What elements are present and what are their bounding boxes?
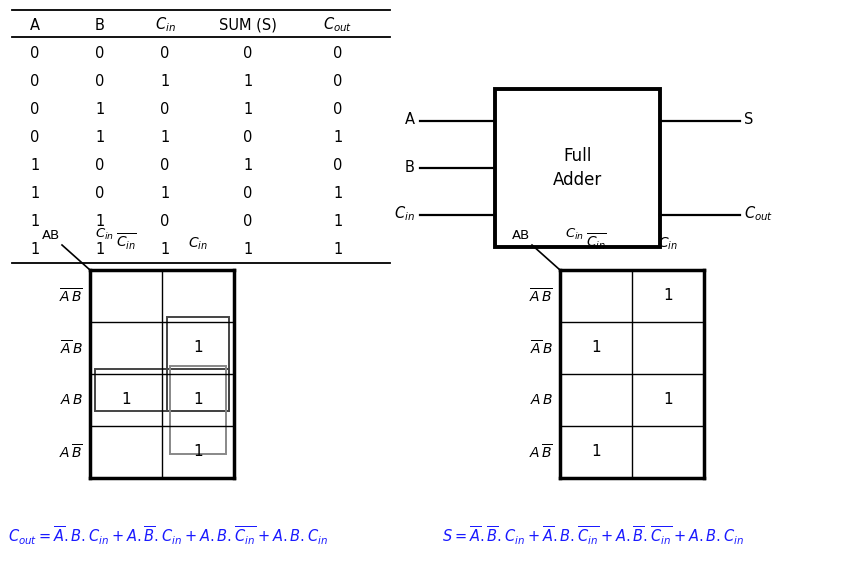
Text: $A\,B$: $A\,B$ — [59, 393, 83, 407]
Text: 1: 1 — [160, 129, 170, 145]
Text: $C_{in}$: $C_{in}$ — [657, 236, 677, 252]
Text: $\overline{A}\,\overline{B}$: $\overline{A}\,\overline{B}$ — [59, 287, 83, 305]
Text: $C_{in}$: $C_{in}$ — [154, 16, 176, 34]
Text: $\overline{A}\,B$: $\overline{A}\,B$ — [59, 339, 83, 357]
Text: 0: 0 — [96, 158, 104, 172]
Text: 0: 0 — [243, 214, 252, 228]
Text: $\overline{C_{in}}$: $\overline{C_{in}}$ — [115, 231, 136, 252]
Text: SUM (S): SUM (S) — [219, 18, 276, 33]
Text: 0: 0 — [160, 158, 170, 172]
Text: 1: 1 — [243, 158, 252, 172]
Bar — [167, 317, 229, 411]
Text: 1: 1 — [160, 185, 170, 201]
Text: $C_{out}$: $C_{out}$ — [743, 205, 772, 223]
Text: 1: 1 — [160, 241, 170, 257]
Text: 1: 1 — [333, 129, 342, 145]
Text: 0: 0 — [160, 46, 170, 60]
Text: 1: 1 — [333, 241, 342, 257]
Text: 1: 1 — [333, 214, 342, 228]
Text: $S = \overline{A}.\overline{B}.C_{in} + \overline{A}.B.\overline{C_{in}} + A.\ov: $S = \overline{A}.\overline{B}.C_{in} + … — [442, 524, 743, 547]
Text: 1: 1 — [193, 445, 202, 459]
Text: $C_{out}$: $C_{out}$ — [323, 16, 352, 34]
Text: 1: 1 — [30, 241, 40, 257]
Text: $C_{in}$: $C_{in}$ — [188, 236, 208, 252]
Text: 0: 0 — [96, 185, 104, 201]
Text: 0: 0 — [96, 46, 104, 60]
Text: 1: 1 — [121, 393, 131, 407]
Text: Adder: Adder — [552, 171, 602, 189]
Text: 1: 1 — [30, 185, 40, 201]
Text: $\overline{A}\,B$: $\overline{A}\,B$ — [530, 339, 553, 357]
Text: $C_{in}$: $C_{in}$ — [393, 205, 414, 223]
Text: 0: 0 — [30, 46, 40, 60]
Text: $\overline{A}\,\overline{B}$: $\overline{A}\,\overline{B}$ — [529, 287, 553, 305]
Text: $A\,B$: $A\,B$ — [530, 393, 553, 407]
Text: 1: 1 — [96, 214, 104, 228]
Text: $C_{out} = \overline{A}.B.C_{in} + A.\overline{B}.C_{in} + A.B.\overline{C_{in}}: $C_{out} = \overline{A}.B.C_{in} + A.\ov… — [8, 524, 328, 547]
Text: 0: 0 — [333, 46, 343, 60]
Text: 1: 1 — [96, 241, 104, 257]
Text: 1: 1 — [662, 289, 672, 303]
Text: $A\,\overline{B}$: $A\,\overline{B}$ — [529, 443, 553, 461]
Text: AB: AB — [511, 229, 530, 242]
Text: 1: 1 — [30, 158, 40, 172]
Text: 1: 1 — [160, 73, 170, 89]
Text: 1: 1 — [591, 341, 600, 355]
Text: 1: 1 — [30, 214, 40, 228]
Text: 1: 1 — [96, 102, 104, 116]
Text: 1: 1 — [243, 102, 252, 116]
Text: 0: 0 — [160, 102, 170, 116]
Text: 1: 1 — [193, 341, 202, 355]
Text: 0: 0 — [333, 102, 343, 116]
Text: $A\,\overline{B}$: $A\,\overline{B}$ — [59, 443, 83, 461]
Text: 1: 1 — [333, 185, 342, 201]
Text: A: A — [30, 18, 40, 33]
Text: $C_{in}$: $C_{in}$ — [95, 227, 114, 242]
Text: 1: 1 — [243, 241, 252, 257]
Text: 0: 0 — [243, 185, 252, 201]
Text: 1: 1 — [662, 393, 672, 407]
Bar — [170, 366, 226, 454]
Text: 0: 0 — [333, 73, 343, 89]
Text: AB: AB — [41, 229, 60, 242]
Text: Full: Full — [562, 147, 591, 165]
Text: $\overline{C_{in}}$: $\overline{C_{in}}$ — [585, 231, 606, 252]
Text: 0: 0 — [30, 102, 40, 116]
Text: B: B — [95, 18, 105, 33]
Text: 0: 0 — [243, 129, 252, 145]
Bar — [494, 89, 660, 247]
Text: 0: 0 — [30, 129, 40, 145]
Text: 1: 1 — [591, 445, 600, 459]
Text: 0: 0 — [30, 73, 40, 89]
Text: 1: 1 — [96, 129, 104, 145]
Text: 0: 0 — [160, 214, 170, 228]
Bar — [95, 369, 229, 411]
Text: 0: 0 — [96, 73, 104, 89]
Text: S: S — [743, 112, 753, 128]
Text: 0: 0 — [333, 158, 343, 172]
Text: $C_{in}$: $C_{in}$ — [564, 227, 584, 242]
Text: 0: 0 — [243, 46, 252, 60]
Text: B: B — [405, 159, 414, 175]
Text: 1: 1 — [243, 73, 252, 89]
Text: A: A — [405, 112, 414, 128]
Text: 1: 1 — [193, 393, 202, 407]
